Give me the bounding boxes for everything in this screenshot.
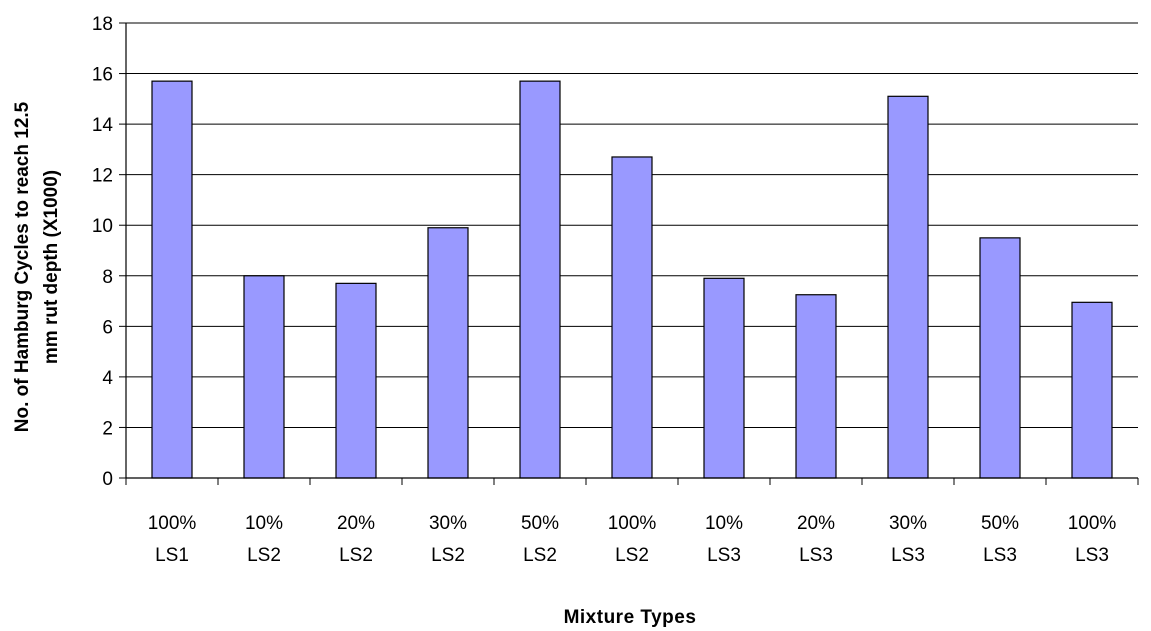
- y-tick-label: 14: [92, 115, 114, 136]
- x-category-label: LS1: [155, 545, 189, 566]
- y-tick-label: 6: [102, 317, 113, 338]
- y-axis-title-line: No. of Hamburg Cycles to reach 12.5: [12, 101, 33, 432]
- y-tick-label: 4: [102, 368, 113, 389]
- bar: [335, 282, 377, 479]
- y-tick-label: 10: [92, 216, 113, 237]
- x-category-label: 20%: [797, 513, 835, 534]
- y-tick-label: 0: [102, 469, 113, 490]
- y-tick-label: 16: [92, 65, 113, 86]
- y-tick-label: 18: [92, 14, 113, 35]
- bar: [151, 80, 193, 479]
- bar: [243, 275, 285, 479]
- x-category-label: 30%: [889, 513, 927, 534]
- x-category-label: 50%: [521, 513, 559, 534]
- x-category-label: LS3: [891, 545, 925, 566]
- x-category-labels: 100% LS1 10% LS2 20% LS2 30% LS2 50% LS2 100% LS2 10…: [148, 513, 1117, 566]
- y-tick-label: 8: [102, 267, 113, 288]
- x-category-label: LS2: [615, 545, 649, 566]
- axes: [119, 22, 1139, 485]
- bars: [151, 80, 1113, 479]
- x-category-label: 100%: [608, 513, 657, 534]
- y-tick-label: 12: [92, 166, 113, 187]
- x-category-label: LS2: [339, 545, 373, 566]
- x-category-label: 10%: [705, 513, 743, 534]
- x-category-label: 30%: [429, 513, 467, 534]
- bar: [427, 227, 469, 479]
- bar: [795, 294, 837, 479]
- x-category-label: LS3: [1075, 545, 1109, 566]
- bar: [611, 156, 653, 479]
- x-category-label: LS3: [799, 545, 833, 566]
- x-category-label: LS2: [247, 545, 281, 566]
- x-category-label: LS3: [707, 545, 741, 566]
- y-tick-labels: 0 2 4 6 8 10 12 14 16 18: [92, 14, 114, 490]
- bar: [887, 95, 929, 479]
- x-category-label: LS2: [523, 545, 557, 566]
- x-category-label: 20%: [337, 513, 375, 534]
- x-category-label: 100%: [148, 513, 197, 534]
- x-category-label: LS3: [983, 545, 1017, 566]
- bar: [703, 277, 745, 479]
- bar: [1071, 301, 1113, 479]
- y-tick-label: 2: [102, 418, 113, 439]
- x-category-label: 100%: [1068, 513, 1117, 534]
- bar: [979, 237, 1021, 479]
- y-axis-title-line: mm rut depth (X1000): [41, 170, 62, 364]
- x-category-label: 50%: [981, 513, 1019, 534]
- x-axis-title: Mixture Types: [564, 607, 697, 628]
- x-category-label: LS2: [431, 545, 465, 566]
- x-category-label: 10%: [245, 513, 283, 534]
- y-axis-title: No. of Hamburg Cycles to reach 12.5 mm ru…: [12, 101, 62, 432]
- bar: [519, 80, 561, 479]
